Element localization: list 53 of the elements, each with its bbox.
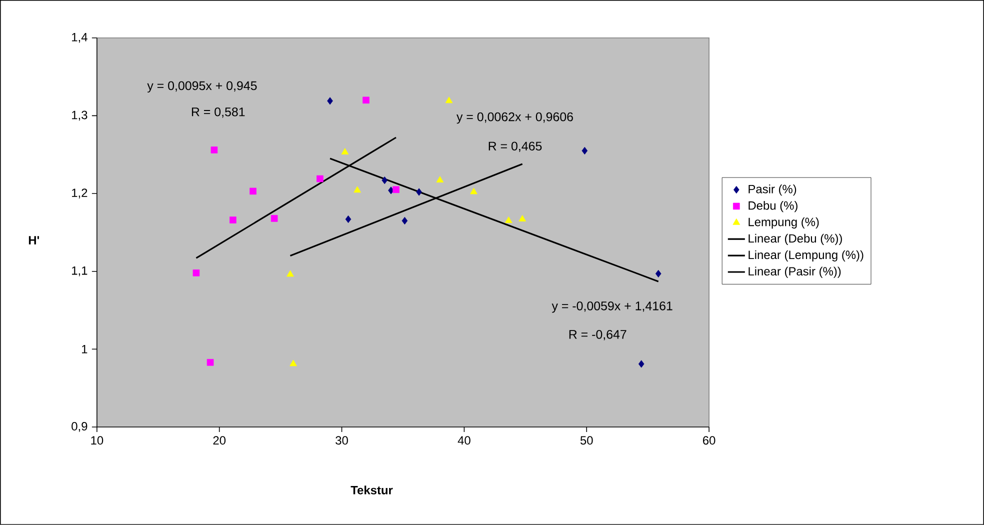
point <box>504 216 512 224</box>
annotation: y = 0,0062x + 0,9606 <box>456 112 573 124</box>
x-tick-label: 30 <box>336 436 348 445</box>
point <box>582 146 588 155</box>
annotation: R = 0,465 <box>488 142 542 152</box>
point <box>341 148 349 155</box>
annotation: y = -0,0059x + 1,4161 <box>552 302 672 313</box>
point <box>270 215 278 222</box>
point <box>316 175 324 182</box>
point <box>392 186 400 194</box>
x-tick-label: 40 <box>458 436 470 445</box>
legend-label: Debu (%) <box>748 201 798 212</box>
point <box>402 217 408 225</box>
y-tick-label: 1,1 <box>72 266 88 276</box>
point <box>327 97 333 105</box>
point <box>210 146 218 154</box>
legend-label: Linear (Pasir (%)) <box>748 266 841 278</box>
point <box>382 176 388 184</box>
y-tick-label: 0,9 <box>72 422 88 432</box>
point <box>445 96 453 104</box>
x-axis-title: Tekstur <box>350 486 393 494</box>
legend-label: Pasir (%) <box>748 184 796 196</box>
point <box>655 270 662 278</box>
x-tick-label: 50 <box>580 436 593 445</box>
point <box>362 96 370 104</box>
point <box>416 188 422 196</box>
x-tick-label: 20 <box>213 436 226 445</box>
annotation: y = 0,0095x + 0,945 <box>147 81 257 93</box>
legend-label: Linear (Debu (%)) <box>748 234 842 246</box>
y-tick-label: 1,4 <box>72 33 88 43</box>
y-axis-title: H' <box>28 236 39 244</box>
point <box>206 359 214 366</box>
point <box>230 216 236 224</box>
x-tick-label: 60 <box>703 436 716 445</box>
annotation: R = -0,647 <box>569 330 626 340</box>
point <box>518 215 526 222</box>
point <box>388 186 394 194</box>
point <box>345 215 352 224</box>
point <box>470 188 478 194</box>
legend-label: Lempung (%) <box>748 217 819 229</box>
point <box>286 270 294 277</box>
point <box>192 270 200 276</box>
y-tick-label: 1,3 <box>72 110 88 121</box>
point <box>354 186 361 193</box>
point <box>638 360 644 368</box>
y-tick-label: 1 <box>82 345 88 354</box>
y-tick-label: 1,2 <box>72 188 88 199</box>
legend-label: Linear (Lempung (%)) <box>748 250 864 262</box>
point <box>290 360 297 366</box>
x-tick-label: 10 <box>91 436 104 445</box>
point <box>436 176 444 183</box>
annotation: R = 0,581 <box>192 108 245 118</box>
point <box>250 188 256 195</box>
